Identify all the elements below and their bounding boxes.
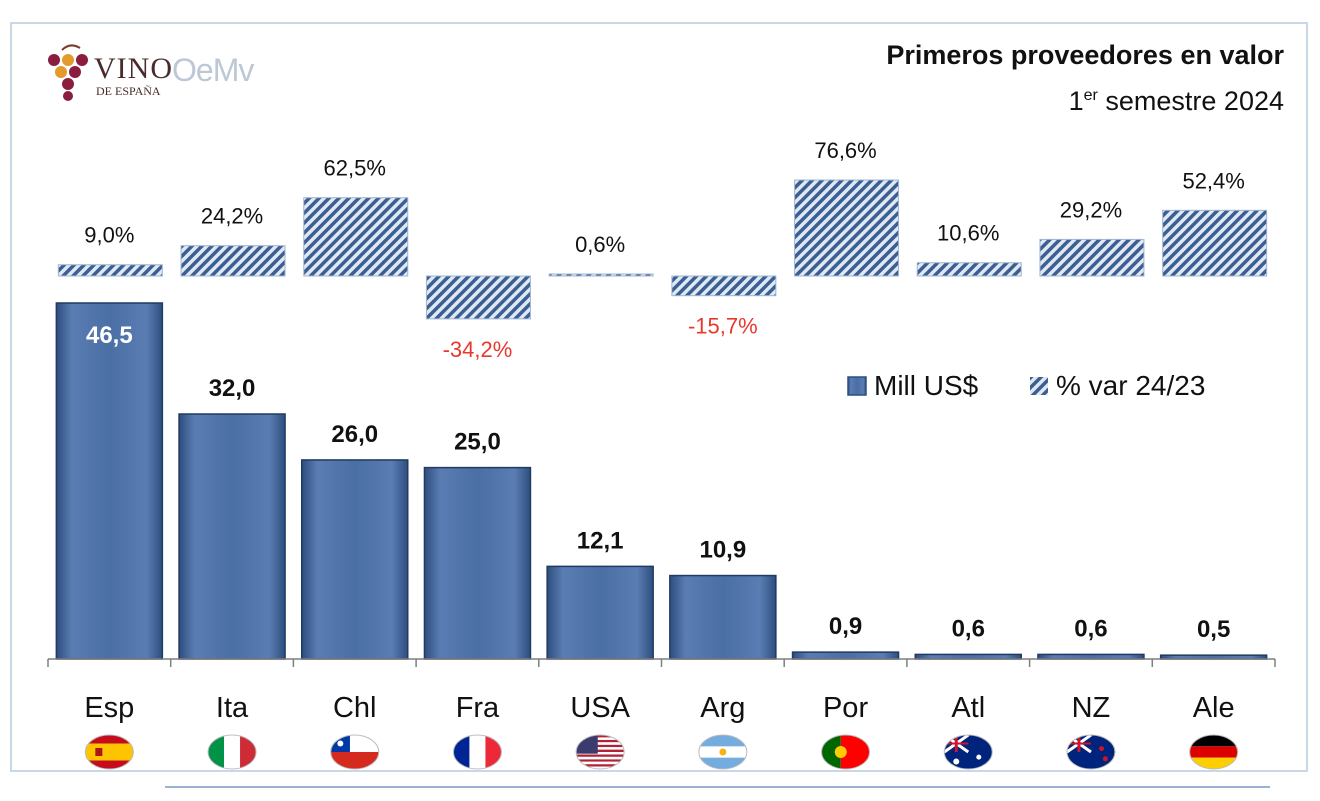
category-label-chl: Chl <box>333 692 377 724</box>
germany-flag-icon <box>1189 734 1239 770</box>
value-label-por: 0,9 <box>829 613 862 640</box>
value-label-ale: 0,5 <box>1197 616 1230 643</box>
logo-brand: VINO <box>94 52 173 85</box>
value-bar-ita <box>178 413 286 660</box>
value-bar-por <box>791 651 900 660</box>
logo: VINO DE ESPAÑA OeMv <box>40 28 280 108</box>
category-label-esp: Esp <box>84 692 134 724</box>
var-label-nz: 29,2% <box>1060 197 1122 222</box>
category-label-por: Por <box>823 692 868 724</box>
portugal-flag-icon <box>821 734 871 770</box>
var-bar-por <box>794 179 900 277</box>
value-bar-chl <box>301 459 409 660</box>
new-zealand-flag-icon <box>1066 734 1116 770</box>
var-bar-atl <box>916 262 1022 277</box>
var-bar-chl <box>303 197 409 277</box>
category-label-nz: NZ <box>1072 692 1111 724</box>
var-bar-fra <box>425 275 531 320</box>
var-label-arg: -15,7% <box>688 314 758 339</box>
spain-flag-icon <box>84 734 134 770</box>
legend-var-label: % var 24/23 <box>1056 370 1205 401</box>
france-flag-icon <box>452 734 502 770</box>
subtitle-rest: semestre 2024 <box>1097 86 1284 116</box>
var-label-usa: 0,6% <box>575 232 625 257</box>
var-label-ita: 24,2% <box>201 204 263 229</box>
subtitle-sup: er <box>1083 87 1098 104</box>
legend: Mill US$ % var 24/23 <box>847 370 1205 401</box>
var-bar-arg <box>671 275 777 297</box>
value-bar-arg <box>669 574 777 660</box>
value-label-ita: 32,0 <box>209 375 256 402</box>
var-label-atl: 10,6% <box>937 221 999 246</box>
category-label-arg: Arg <box>700 692 745 724</box>
category-label-atl: Atl <box>951 692 985 724</box>
value-label-usa: 12,1 <box>577 527 624 554</box>
category-label-fra: Fra <box>456 692 500 724</box>
legend-value-label: Mill US$ <box>874 370 979 401</box>
subtitle-prefix: 1 <box>1068 86 1084 116</box>
chart-subtitle: 1er semestre 2024 <box>1069 86 1284 117</box>
value-label-atl: 0,6 <box>952 615 985 642</box>
grape-logo-icon <box>48 44 88 101</box>
argentina-flag-icon <box>698 734 748 770</box>
var-bar-nz <box>1039 238 1145 277</box>
category-label-ale: Ale <box>1193 692 1235 724</box>
var-bar-usa <box>548 273 654 277</box>
chart-title: Primeros proveedores en valor <box>886 40 1284 70</box>
var-bar-ale <box>1162 209 1268 277</box>
value-label-chl: 26,0 <box>331 421 378 448</box>
var-bar-ita <box>180 245 286 277</box>
value-label-fra: 25,0 <box>454 429 501 456</box>
category-label-usa: USA <box>570 692 630 724</box>
category-label-ita: Ita <box>216 692 249 724</box>
italy-flag-icon <box>207 734 257 770</box>
chile-flag-icon <box>330 734 380 770</box>
australia-flag-icon <box>943 734 993 770</box>
usa-flag-icon <box>575 734 625 770</box>
value-bar-fra <box>423 466 532 660</box>
bottom-rule <box>165 786 1270 788</box>
value-label-arg: 10,9 <box>699 537 746 564</box>
var-label-chl: 62,5% <box>324 156 386 181</box>
var-label-fra: -34,2% <box>443 337 513 362</box>
value-bar-usa <box>546 565 654 660</box>
oemv-logo: OeMv <box>172 52 254 88</box>
value-label-esp: 46,5 <box>86 322 133 349</box>
chart-frame <box>10 22 1308 772</box>
var-label-esp: 9,0% <box>84 223 134 248</box>
value-label-nz: 0,6 <box>1074 615 1107 642</box>
var-label-por: 76,6% <box>814 138 876 163</box>
var-bar-esp <box>57 264 163 277</box>
logo-subtext: DE ESPAÑA <box>96 84 161 98</box>
value-bar-esp <box>55 302 164 660</box>
var-label-ale: 52,4% <box>1182 168 1244 193</box>
legend-var-swatch <box>1030 377 1048 395</box>
legend-value-swatch <box>847 376 867 396</box>
